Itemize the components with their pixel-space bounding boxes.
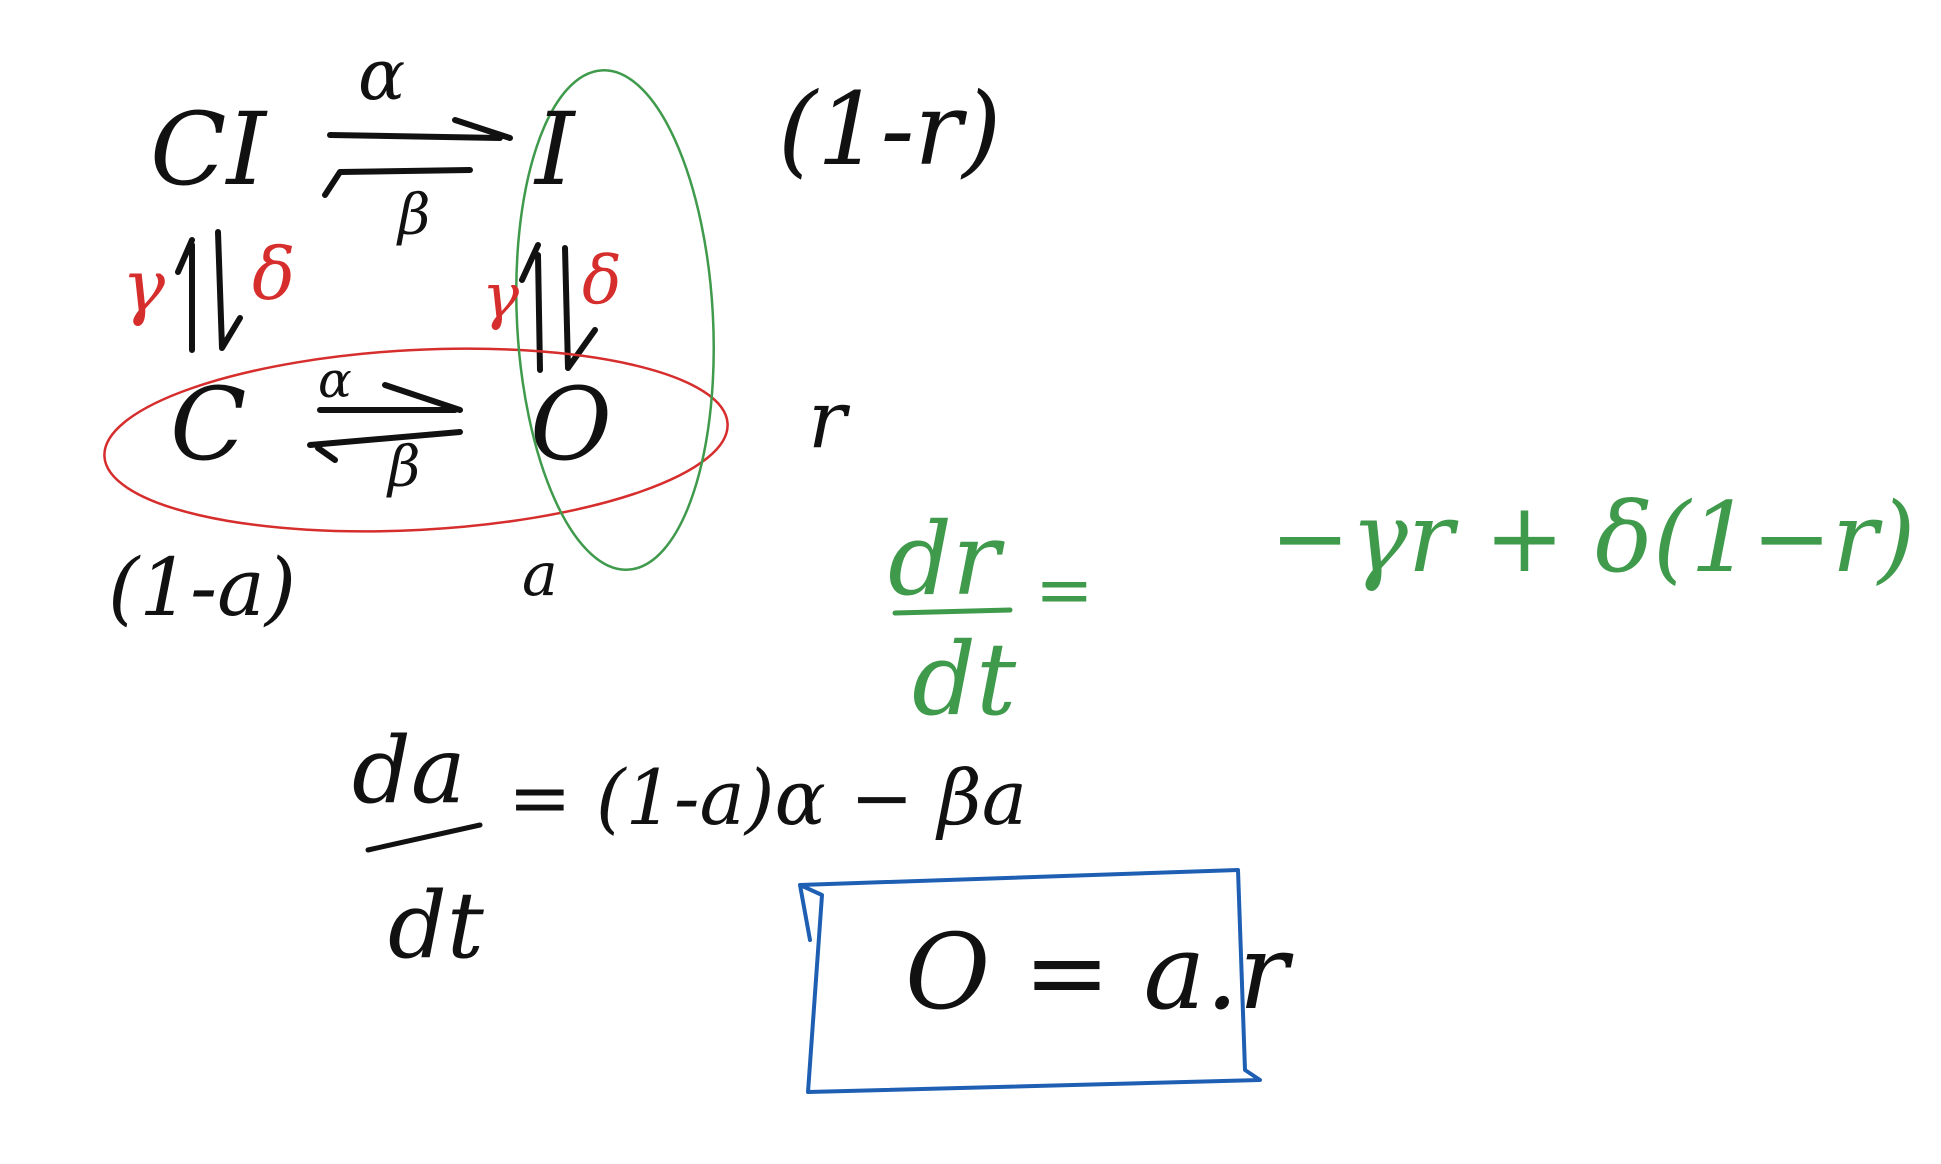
dr-fraction-bar (892, 607, 1013, 616)
bottom-row-red-loop (103, 347, 729, 533)
state-i: I (535, 91, 575, 208)
rate-top-beta: β (398, 183, 431, 248)
right-column-green-loop (515, 69, 715, 571)
top-backward-arrow (322, 167, 473, 198)
da-numerator: da (352, 717, 466, 824)
fraction-bottom-row: r (808, 373, 847, 466)
rate-right-gamma: γ (482, 259, 520, 332)
rate-top-alpha: α (358, 34, 406, 116)
bottom-backward-arrow (307, 429, 463, 463)
fraction-left-column: (1-a) (108, 541, 297, 634)
boxed-equation: O = a.r (905, 911, 1289, 1033)
dr-denominator: dt (912, 621, 1017, 738)
fraction-top-row: (1-r) (778, 71, 1002, 188)
rate-left-gamma: γ (122, 244, 166, 328)
state-ci: CI (150, 91, 267, 208)
state-c: C (170, 366, 247, 483)
da-denominator: dt (388, 872, 484, 979)
dr-rhs: −γr + δ(1−r) (1270, 482, 1916, 594)
da-rhs: = (1-a)α − βa (508, 753, 1028, 842)
fraction-right-column: a (522, 540, 558, 610)
rate-bottom-beta: β (388, 435, 421, 500)
result-box (798, 868, 1262, 1094)
rate-left-delta: δ (252, 232, 296, 316)
right-down-arrow (562, 245, 598, 371)
top-forward-arrow (327, 117, 513, 141)
rate-right-delta: δ (582, 242, 622, 319)
left-up-arrow (175, 237, 195, 353)
dr-equals: = (1035, 549, 1094, 631)
da-fraction-bar (365, 822, 483, 853)
state-o: O (530, 366, 612, 483)
left-down-arrow (215, 229, 243, 351)
bottom-forward-arrow (317, 382, 463, 413)
rate-bottom-alpha: α (318, 351, 352, 409)
dr-numerator: dr (888, 501, 1000, 618)
